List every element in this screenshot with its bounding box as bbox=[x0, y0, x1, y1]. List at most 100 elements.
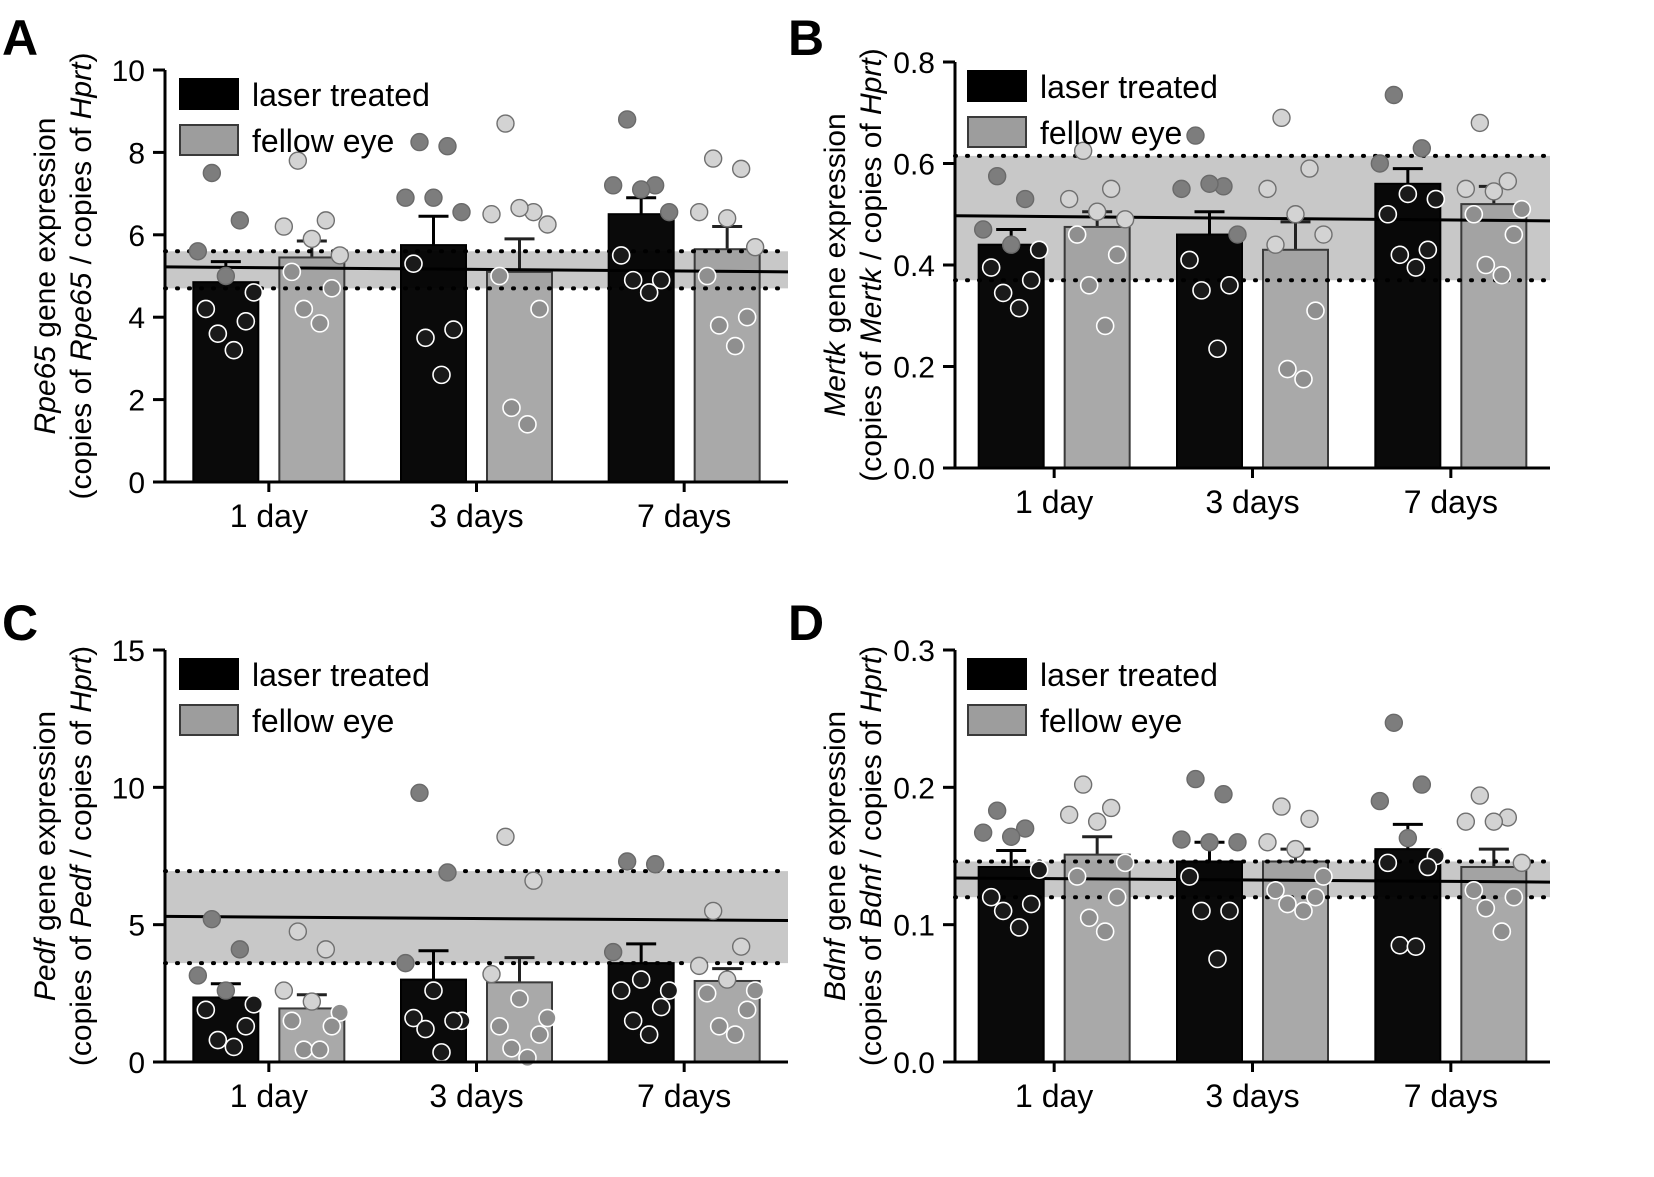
data-point bbox=[482, 204, 501, 224]
data-point bbox=[1504, 887, 1524, 907]
data-point bbox=[224, 340, 244, 360]
svg-text:(copies of Mertk / copies of H: (copies of Mertk / copies of Hprt) bbox=[855, 48, 888, 482]
data-point bbox=[518, 1048, 537, 1068]
data-point bbox=[322, 279, 342, 298]
y-tick-label: 0.4 bbox=[893, 250, 935, 283]
data-point bbox=[1180, 250, 1199, 270]
data-point bbox=[236, 312, 256, 331]
x-category-label: 7 days bbox=[637, 498, 731, 534]
svg-text:(copies of Pedf / copies of Hp: (copies of Pedf / copies of Hprt) bbox=[65, 646, 98, 1066]
bar-fellow-eye bbox=[1262, 248, 1329, 469]
data-point bbox=[196, 1000, 216, 1020]
data-point bbox=[216, 981, 236, 1000]
reference-mean-line bbox=[954, 214, 1551, 223]
data-point bbox=[611, 246, 631, 265]
data-point bbox=[1412, 775, 1432, 794]
data-point bbox=[1214, 785, 1233, 804]
svg-text:Pedf gene expression: Pedf gene expression bbox=[29, 711, 62, 1001]
data-point bbox=[1192, 281, 1211, 300]
data-point bbox=[1073, 775, 1093, 794]
data-point bbox=[1314, 867, 1333, 886]
data-point bbox=[1266, 235, 1285, 254]
data-point bbox=[1464, 204, 1484, 224]
data-point bbox=[1370, 791, 1390, 811]
y-tick-label: 0.0 bbox=[893, 1047, 935, 1080]
data-point bbox=[188, 966, 208, 985]
data-point bbox=[288, 922, 308, 941]
data-point bbox=[973, 220, 993, 239]
data-point bbox=[236, 1016, 256, 1036]
y-axis-label: Pedf gene expression(copies of Pedf / co… bbox=[29, 646, 98, 1066]
data-point bbox=[1015, 189, 1035, 209]
data-point bbox=[1314, 225, 1333, 244]
x-category-label: 7 days bbox=[1404, 484, 1498, 520]
x-category-label: 3 days bbox=[1205, 484, 1299, 520]
data-point bbox=[502, 1038, 521, 1058]
svg-text:Mertk gene expression: Mertk gene expression bbox=[819, 113, 852, 417]
legend-swatch-laser-treated bbox=[967, 658, 1027, 690]
data-point bbox=[410, 783, 429, 803]
data-point bbox=[208, 324, 228, 343]
data-point bbox=[274, 217, 294, 236]
data-point bbox=[310, 1040, 330, 1059]
data-point bbox=[1258, 179, 1277, 199]
data-point bbox=[737, 1000, 757, 1020]
data-point bbox=[438, 137, 457, 156]
data-point bbox=[697, 984, 717, 1003]
y-tick-label: 0.1 bbox=[893, 910, 935, 943]
data-point bbox=[316, 940, 336, 959]
data-point bbox=[496, 114, 515, 133]
y-tick-label: 0 bbox=[128, 1047, 145, 1080]
data-point bbox=[282, 1011, 302, 1031]
data-point bbox=[611, 981, 631, 1000]
data-point bbox=[530, 1025, 549, 1044]
data-point bbox=[1470, 113, 1490, 133]
data-point bbox=[538, 1008, 557, 1028]
data-point bbox=[1278, 359, 1297, 379]
data-point bbox=[1228, 833, 1247, 852]
data-point bbox=[1001, 827, 1021, 846]
data-point bbox=[1059, 189, 1079, 209]
data-point bbox=[1029, 860, 1049, 880]
data-point bbox=[424, 188, 443, 207]
data-point bbox=[216, 266, 236, 286]
y-tick-label: 0.2 bbox=[893, 772, 935, 805]
data-point bbox=[1294, 369, 1313, 389]
data-point bbox=[689, 202, 709, 222]
data-point bbox=[1029, 240, 1049, 260]
data-point bbox=[1286, 205, 1305, 224]
data-point bbox=[1306, 887, 1325, 907]
data-point bbox=[1418, 857, 1438, 877]
data-point bbox=[623, 270, 643, 290]
data-point bbox=[1021, 270, 1041, 290]
data-point bbox=[1172, 830, 1191, 849]
data-point bbox=[639, 283, 659, 302]
data-point bbox=[659, 202, 679, 222]
data-point bbox=[1406, 258, 1426, 277]
data-point bbox=[617, 110, 637, 129]
data-point bbox=[1266, 881, 1285, 900]
data-point bbox=[1200, 833, 1219, 852]
data-point bbox=[1484, 182, 1504, 201]
data-point bbox=[196, 299, 216, 319]
legend-label-laser-treated: laser treated bbox=[1040, 657, 1218, 693]
data-point bbox=[294, 1040, 314, 1059]
svg-text:Bdnf gene expression: Bdnf gene expression bbox=[819, 711, 852, 1001]
data-point bbox=[1087, 812, 1107, 831]
data-point bbox=[1015, 819, 1035, 838]
panel-letter: B bbox=[788, 10, 824, 66]
data-point bbox=[1009, 298, 1029, 318]
y-tick-label: 4 bbox=[128, 302, 145, 335]
data-point bbox=[659, 981, 679, 1000]
legend-label-fellow-eye: fellow eye bbox=[1040, 703, 1182, 739]
data-point bbox=[510, 198, 529, 218]
y-tick-label: 0.2 bbox=[893, 352, 935, 385]
data-point bbox=[1512, 853, 1532, 873]
data-point bbox=[452, 202, 471, 222]
data-point bbox=[1220, 275, 1239, 295]
data-point bbox=[725, 336, 745, 356]
data-point bbox=[987, 801, 1007, 820]
data-point bbox=[1272, 797, 1291, 816]
data-point bbox=[316, 211, 336, 230]
data-point bbox=[1300, 809, 1319, 829]
